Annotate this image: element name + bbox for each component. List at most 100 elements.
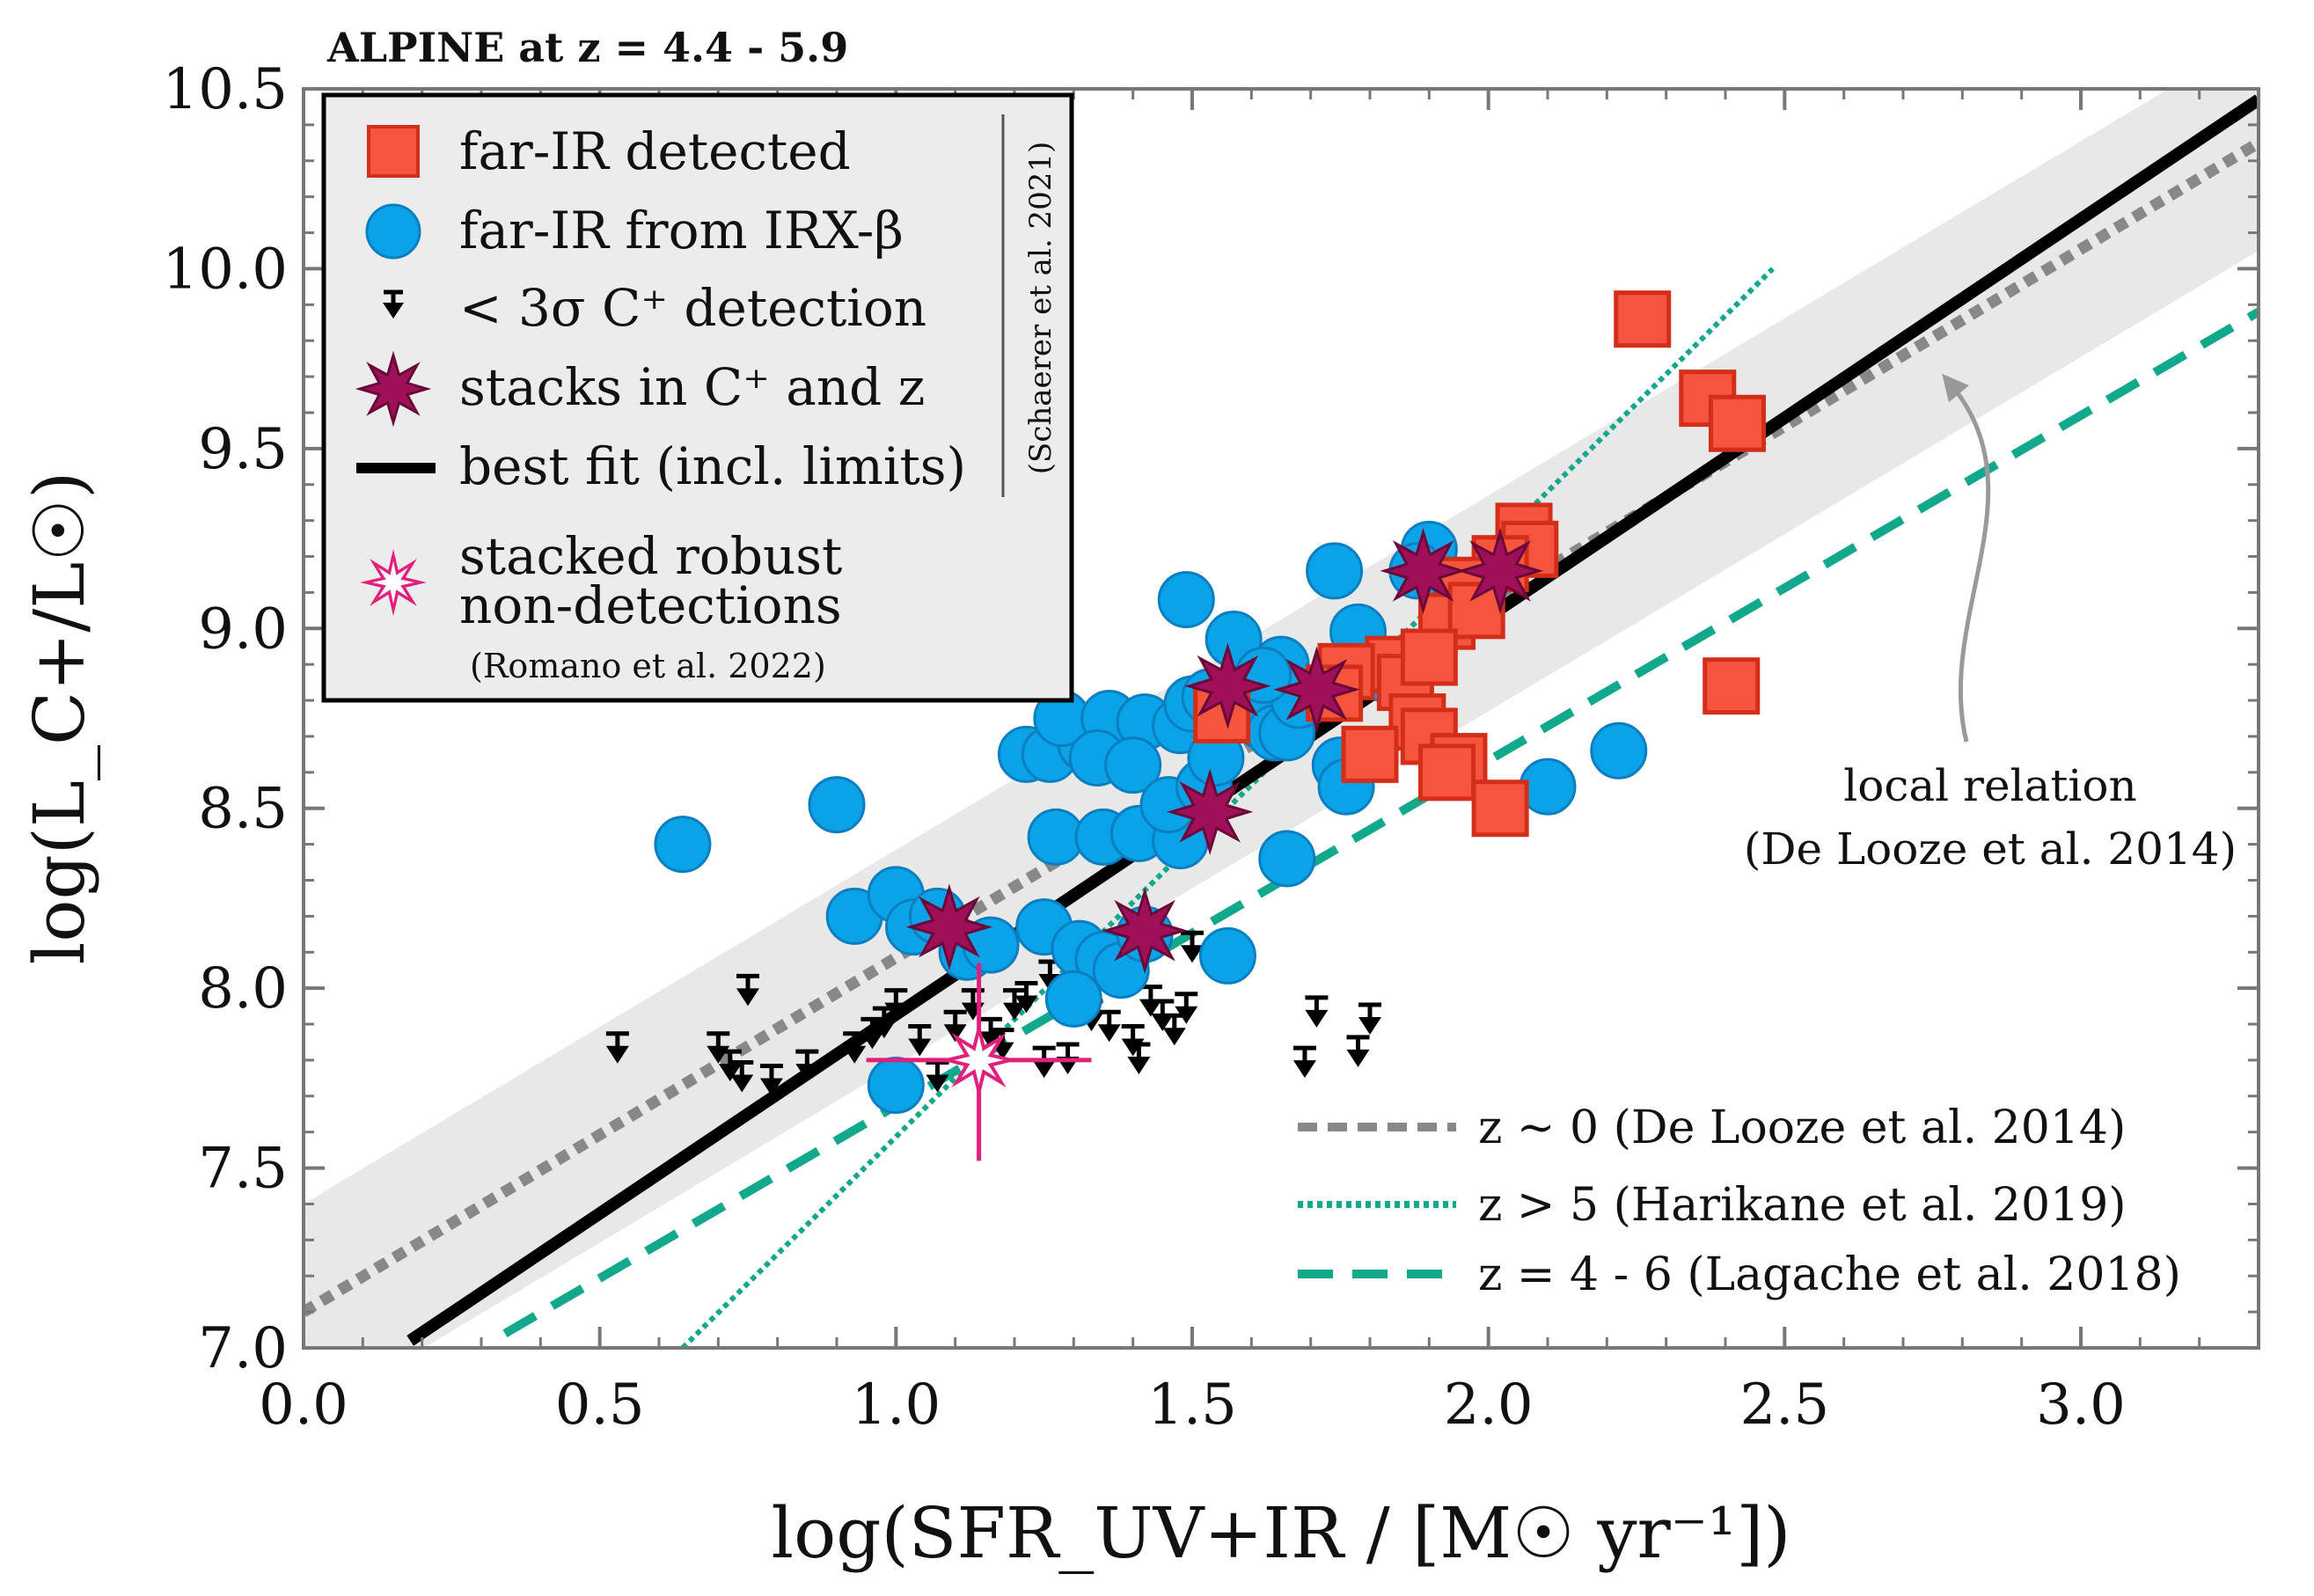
stack-star-point xyxy=(1167,768,1254,855)
y-tick-label: 8.0 xyxy=(198,956,288,1021)
upper-limit-point xyxy=(718,1049,742,1082)
x-tick-label: 0.5 xyxy=(555,1373,645,1438)
upper-limit-arrow xyxy=(1162,1028,1186,1046)
upper-limit-arrow xyxy=(1003,1002,1026,1021)
y-tick-label: 10.5 xyxy=(163,57,289,122)
upper-limit-point xyxy=(1346,1035,1370,1067)
irx-beta-point xyxy=(1306,542,1364,600)
far-ir-detected-point xyxy=(1708,394,1766,452)
upper-limit-point xyxy=(605,1031,629,1064)
relation-line-3 xyxy=(502,308,2259,1337)
upper-limit-arrow xyxy=(1292,1060,1316,1079)
legend-marker-upper-limit xyxy=(383,289,404,318)
x-tick-label: 3.0 xyxy=(2036,1373,2126,1438)
stack-star-point xyxy=(1456,527,1544,615)
irx-beta-point xyxy=(1590,721,1648,780)
upper-limit-point xyxy=(1292,1045,1316,1079)
annotation-line2: (De Looze et al. 2014) xyxy=(1744,824,2237,875)
irx-beta-point xyxy=(1104,736,1162,794)
robust-nondetection-point xyxy=(866,963,1092,1161)
upper-limit-arrow xyxy=(1032,1060,1056,1079)
irx-beta-point xyxy=(1258,830,1316,888)
far-ir-detected-point xyxy=(1471,780,1529,838)
upper-limit-point xyxy=(860,1016,884,1050)
upper-limit-point xyxy=(736,973,759,1007)
far-ir-detected-point xyxy=(1703,657,1761,715)
upper-limit-point xyxy=(1175,992,1198,1024)
annotation-arrow xyxy=(1942,373,1991,743)
irx-beta-point xyxy=(867,1057,925,1115)
upper-limit-point xyxy=(979,1016,1003,1050)
stack-star-point xyxy=(1101,887,1189,974)
upper-limit-point xyxy=(1127,1042,1151,1075)
upper-limit-point xyxy=(1032,1045,1056,1079)
irx-beta-point xyxy=(808,776,866,834)
upper-limit-arrow xyxy=(1305,1009,1329,1028)
upper-limit-arrow xyxy=(1358,1017,1381,1036)
ref-legend-label-de-looze: z ~ 0 (De Looze et al. 2014) xyxy=(1478,1102,2126,1154)
upper-limit-point xyxy=(1358,1002,1381,1036)
upper-limit-arrow xyxy=(943,1024,967,1043)
upper-limit-arrow xyxy=(872,1021,896,1039)
upper-limit-point xyxy=(1097,1009,1121,1043)
stack-star-point xyxy=(1273,646,1360,733)
upper-limit-arrow xyxy=(926,1074,949,1093)
legend-marker-robust-nondetections xyxy=(360,549,427,616)
data-points xyxy=(605,290,1766,1161)
legend-marker-stacks xyxy=(355,350,432,428)
y-tick-label: 7.0 xyxy=(198,1316,288,1381)
irx-beta-point xyxy=(654,816,712,874)
upper-limit-point xyxy=(1151,999,1175,1031)
x-tick-label: 1.0 xyxy=(851,1373,941,1438)
x-tick-label: 0.0 xyxy=(259,1373,348,1438)
legend-marker-irx-beta xyxy=(365,203,421,260)
upper-limit-arrow xyxy=(1097,1024,1121,1043)
legend-label-best-fit: best fit (incl. limits) xyxy=(459,436,966,496)
legend-marker-far-ir-detected xyxy=(367,125,420,178)
upper-limit-arrow xyxy=(730,1074,754,1093)
irx-beta-point xyxy=(1198,926,1256,985)
x-tick-label: 2.0 xyxy=(1444,1373,1534,1438)
robust-star-inner xyxy=(954,1035,1004,1085)
far-ir-detected-point xyxy=(1614,290,1672,348)
upper-limit-arrow xyxy=(979,1031,1003,1050)
upper-limit-arrow xyxy=(860,1031,884,1050)
upper-limit-point xyxy=(926,1059,949,1093)
upper-limit-point xyxy=(795,1049,819,1082)
upper-limit-point xyxy=(1181,930,1204,963)
plot-frame xyxy=(302,87,2260,1350)
upper-limit-point xyxy=(1305,995,1329,1028)
upper-limit-arrow xyxy=(718,1064,742,1082)
ref-legend-label-lagache: z = 4 - 6 (Lagache et al. 2018) xyxy=(1478,1248,2181,1301)
reference-legend: z ~ 0 (De Looze et al. 2014) z > 5 (Hari… xyxy=(1298,1102,2181,1301)
stack-star-point xyxy=(1380,527,1467,615)
upper-limit-arrow xyxy=(1151,1013,1175,1031)
stack-star-point xyxy=(1184,642,1271,729)
upper-limit-arrow xyxy=(795,1064,819,1082)
upper-limit-point xyxy=(884,988,908,1021)
upper-limit-arrow xyxy=(1139,999,1162,1017)
upper-limit-point xyxy=(1014,980,1038,1014)
far-ir-detected-point xyxy=(1341,725,1399,783)
legend-label-irx-beta: far-IR from IRX-β xyxy=(459,201,904,260)
y-tick-label: 9.0 xyxy=(198,597,288,662)
y-tick-label: 10.0 xyxy=(163,237,289,302)
upper-limit-arrow xyxy=(908,1038,932,1057)
upper-limit-arrow xyxy=(1014,995,1038,1014)
upper-limit-arrow xyxy=(843,1045,867,1064)
chart-title: ALPINE at z = 4.4 - 5.9 xyxy=(326,24,848,71)
legend-star-shape xyxy=(355,350,432,428)
legend-box xyxy=(321,92,1074,703)
local-relation-annotation: local relation (De Looze et al. 2014) xyxy=(1744,373,2237,875)
upper-limit-arrow xyxy=(1346,1049,1370,1067)
legend: far-IR detected far-IR from IRX-β < 3σ C… xyxy=(321,92,1074,703)
upper-limit-point xyxy=(1003,988,1026,1021)
upper-limit-point xyxy=(730,1059,754,1093)
upper-limit-point xyxy=(908,1024,932,1057)
irx-beta-point xyxy=(1044,970,1102,1028)
ref-legend-label-harikane: z > 5 (Harikane et al. 2019) xyxy=(1478,1179,2127,1232)
far-ir-detected-point xyxy=(1400,628,1458,686)
x-tick-label: 2.5 xyxy=(1739,1373,1829,1438)
y-tick-label: 7.5 xyxy=(198,1137,288,1202)
